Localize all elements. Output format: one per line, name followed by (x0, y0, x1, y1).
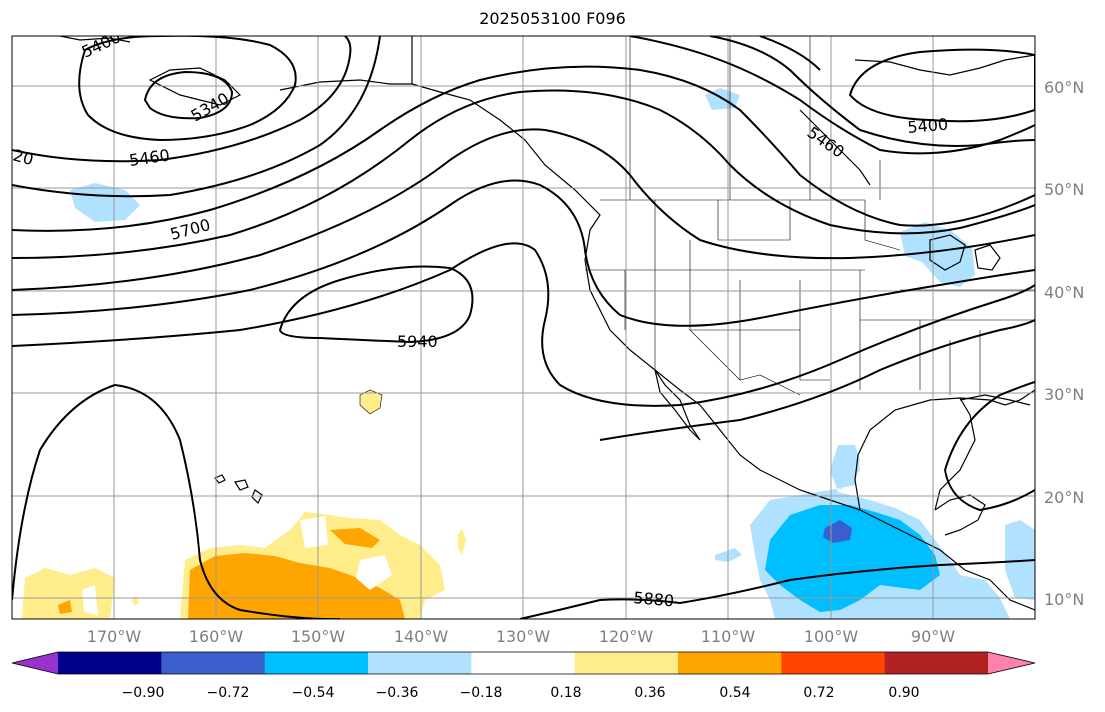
lat-label: 10°N (1044, 590, 1084, 609)
lon-label: 100°W (804, 627, 859, 646)
colorbar-tick-label: 0.36 (634, 685, 665, 701)
colorbar-tick-label: −0.90 (122, 685, 165, 701)
colorbar-labels: −0.90 −0.72 −0.54 −0.36 −0.18 0.18 0.36 … (122, 685, 920, 701)
colorbar-tick-label: 0.54 (719, 685, 750, 701)
lon-label: 170°W (87, 627, 142, 646)
colorbar-extend-high (988, 652, 1035, 674)
colorbar-segment (264, 652, 369, 674)
colorbar-tick-label: 0.90 (888, 685, 919, 701)
lat-label: 30°N (1044, 385, 1084, 404)
map-title: 2025053100 F096 (479, 9, 626, 28)
longitude-labels: 170°W 160°W 150°W 140°W 130°W 120°W 110°… (87, 627, 955, 646)
colorbar-tick-label: −0.72 (207, 685, 250, 701)
lat-label: 20°N (1044, 488, 1084, 507)
colorbar-tick-label: −0.36 (376, 685, 419, 701)
colorbar-outline (11, 651, 1036, 675)
graticule (12, 36, 1035, 619)
colorbar-tick-label: −0.54 (292, 685, 335, 701)
lon-label: 120°W (599, 627, 654, 646)
contour-label: 5880 (633, 588, 675, 610)
colorbar-tick-label: 0.72 (803, 685, 834, 701)
map-frame (11, 35, 1036, 620)
latitude-labels: 60°N 50°N 40°N 30°N 20°N 10°N (1044, 78, 1084, 609)
colorbar-segment (781, 652, 886, 674)
colorbar-segment (884, 652, 989, 674)
lon-label: 110°W (701, 627, 756, 646)
political-boundaries (585, 36, 1035, 396)
lon-label: 90°W (911, 627, 955, 646)
colorbar-segment (574, 652, 679, 674)
lat-label: 60°N (1044, 78, 1084, 97)
contour-label: 5400 (907, 115, 949, 137)
lon-label: 130°W (496, 627, 551, 646)
lat-label: 50°N (1044, 180, 1084, 199)
lon-label: 140°W (394, 627, 449, 646)
lat-label: 40°N (1044, 283, 1084, 302)
height-contours (12, 36, 1035, 619)
lon-label: 160°W (189, 627, 244, 646)
colorbar (11, 651, 1036, 675)
colorbar-segment (471, 652, 576, 674)
contour-label: 5940 (397, 332, 438, 351)
colorbar-tick-label: 0.18 (550, 685, 581, 701)
colorbar-extend-low (12, 652, 58, 674)
lon-label: 150°W (291, 627, 346, 646)
colorbar-segment (58, 652, 162, 674)
anomaly-shading (22, 88, 1035, 619)
colorbar-segment (368, 652, 472, 674)
colorbar-segment (161, 652, 266, 674)
contour-label: 20 (11, 146, 36, 170)
colorbar-segment (678, 652, 782, 674)
coastlines (59, 36, 1035, 611)
colorbar-tick-label: −0.18 (460, 685, 503, 701)
